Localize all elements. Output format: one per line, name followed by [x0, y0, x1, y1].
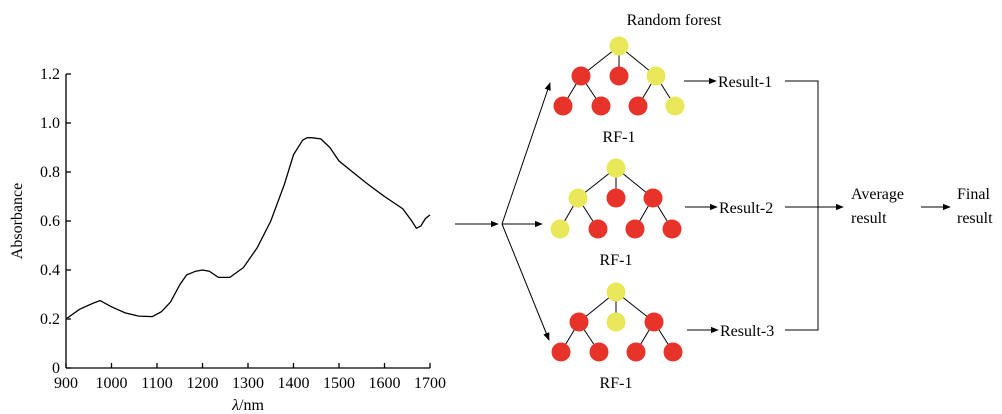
y-tick-label: 1.2 — [40, 66, 60, 83]
tree-node — [569, 312, 589, 332]
absorbance-chart: 900 1000 1100 1200 1300 1400 1500 1600 1700 0 0.2… — [9, 66, 446, 414]
final-result-label-line2: result — [957, 210, 993, 227]
tree-node — [663, 342, 683, 362]
tree-node — [626, 342, 646, 362]
x-tick-label: 1400 — [278, 375, 310, 392]
y-ticks: 0 0.2 0.4 0.6 0.8 1.0 1.2 — [40, 66, 71, 377]
tree-node — [591, 96, 611, 116]
x-axis-unit: /nm — [239, 397, 264, 414]
x-tick-label: 1500 — [323, 375, 355, 392]
tree-node — [665, 96, 685, 116]
y-tick-label: 0.8 — [40, 164, 60, 181]
x-tick-label: 1000 — [96, 375, 128, 392]
tree-node — [589, 342, 609, 362]
x-tick-label: 1700 — [414, 375, 446, 392]
results: Result-1 Result-2 Result-3 Average resul… — [684, 74, 993, 340]
absorbance-series-line — [65, 137, 431, 320]
result-3-label: Result-3 — [720, 323, 774, 340]
tree-node — [571, 66, 591, 86]
tree-caption: RF-1 — [603, 129, 636, 146]
tree-node — [609, 36, 629, 56]
random-forest-title: Random forest — [627, 12, 722, 29]
tree-caption: RF-1 — [600, 375, 633, 392]
results-bracket — [785, 80, 819, 331]
tree-node — [625, 219, 645, 239]
tree-node — [628, 96, 648, 116]
x-axis-symbol: λ — [231, 397, 239, 414]
x-ticks: 900 1000 1100 1200 1300 1400 1500 1600 1700 — [54, 363, 446, 392]
x-tick-label: 1600 — [369, 375, 401, 392]
y-tick-label: 0 — [52, 360, 60, 377]
tree-node — [606, 312, 626, 332]
result-1-label: Result-1 — [718, 74, 772, 91]
tree-node — [568, 188, 588, 208]
decision-tree-2: RF-1 — [550, 158, 682, 269]
branch-arrow-top — [501, 82, 551, 225]
x-tick-label: 1200 — [187, 375, 219, 392]
tree-caption: RF-1 — [600, 252, 633, 269]
tree-node — [609, 66, 629, 86]
y-axis-title: Absorbance — [9, 183, 26, 259]
x-tick-label: 1300 — [232, 375, 264, 392]
tree-node — [662, 219, 682, 239]
flow-arrows — [455, 82, 551, 341]
average-result-label-line2: result — [851, 210, 887, 227]
y-tick-label: 0.4 — [40, 262, 60, 279]
decision-tree-1: RF-1 — [553, 36, 685, 146]
decision-tree-3: RF-1 — [551, 282, 683, 392]
tree-node — [553, 96, 573, 116]
tree-node — [643, 188, 663, 208]
y-tick-label: 0.6 — [40, 213, 60, 230]
tree-node — [550, 219, 570, 239]
tree-node — [646, 66, 666, 86]
branch-arrow-bottom — [501, 223, 550, 341]
tree-node — [644, 312, 664, 332]
tree-node — [606, 188, 626, 208]
x-tick-label: 900 — [54, 375, 78, 392]
y-tick-label: 1.0 — [40, 115, 60, 132]
x-axis-title: λ/nm — [231, 397, 264, 414]
tree-node — [606, 158, 626, 178]
tree-node — [606, 282, 626, 302]
tree-node — [588, 219, 608, 239]
average-result-label: Average — [851, 186, 904, 203]
tree-node — [551, 342, 571, 362]
x-tick-label: 1100 — [141, 375, 172, 392]
final-result-label: Final — [957, 186, 990, 203]
result-2-label: Result-2 — [719, 200, 773, 217]
y-tick-label: 0.2 — [40, 311, 60, 328]
